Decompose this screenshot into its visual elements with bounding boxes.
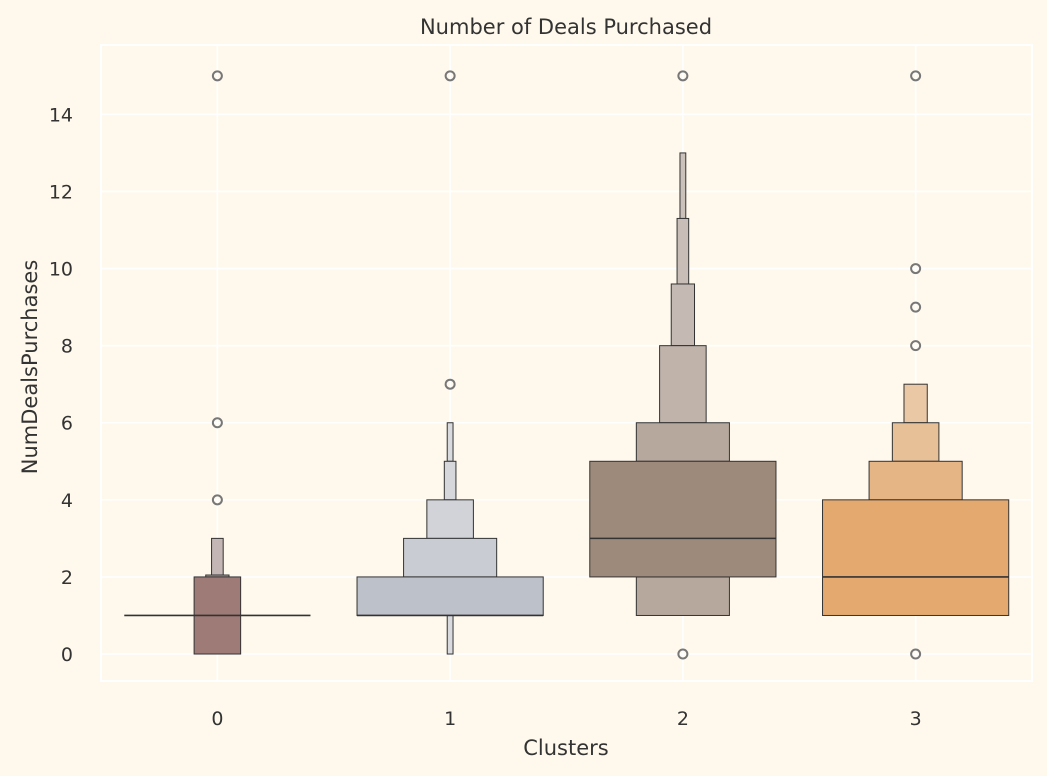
boxen-box: [903, 383, 928, 424]
outlier-point: [910, 263, 922, 275]
outlier-point: [910, 70, 922, 82]
outlier-point: [444, 70, 456, 82]
y-tick-label: 0: [61, 644, 73, 666]
plot-frame: [100, 44, 1033, 682]
boxen-box: [679, 152, 687, 219]
boxen-box: [356, 576, 544, 616]
boxen-box: [659, 345, 707, 424]
y-axis-title: NumDealsPurchases: [18, 260, 42, 475]
outlier-point: [677, 648, 689, 660]
boxen-box: [676, 217, 690, 285]
outlier-point: [211, 417, 223, 429]
outlier-point: [910, 301, 922, 313]
boxen-box: [443, 460, 457, 501]
boxen-box: [446, 614, 454, 655]
x-tick-label: 0: [211, 708, 223, 730]
y-tick-label: 10: [49, 259, 73, 281]
boxen-box: [403, 537, 498, 578]
y-tick-label: 2: [61, 567, 73, 589]
boxen-box: [670, 283, 696, 347]
boxen-box: [589, 460, 777, 578]
boxen-box: [211, 537, 224, 576]
boxen-box: [822, 499, 1010, 616]
y-tick-label: 6: [61, 413, 73, 435]
outlier-point: [211, 70, 223, 82]
y-tick-label: 14: [49, 104, 73, 126]
y-tick-label: 12: [49, 181, 73, 203]
outlier-point: [677, 70, 689, 82]
boxen-box: [868, 460, 963, 501]
outlier-point: [211, 494, 223, 506]
y-tick-label: 8: [61, 336, 73, 358]
x-axis-title: Clusters: [523, 736, 608, 760]
chart-title: Number of Deals Purchased: [420, 15, 712, 39]
boxen-box: [446, 422, 454, 462]
x-tick-label: 3: [910, 708, 922, 730]
y-tick-label: 4: [61, 490, 73, 512]
boxen-box: [426, 499, 474, 539]
boxen-box: [635, 576, 730, 616]
boxen-box: [891, 422, 940, 462]
outlier-point: [444, 378, 456, 390]
outlier-point: [910, 340, 922, 352]
x-tick-label: 1: [444, 708, 456, 730]
boxen-box: [635, 422, 730, 462]
outlier-point: [910, 648, 922, 660]
x-tick-label: 2: [677, 708, 689, 730]
